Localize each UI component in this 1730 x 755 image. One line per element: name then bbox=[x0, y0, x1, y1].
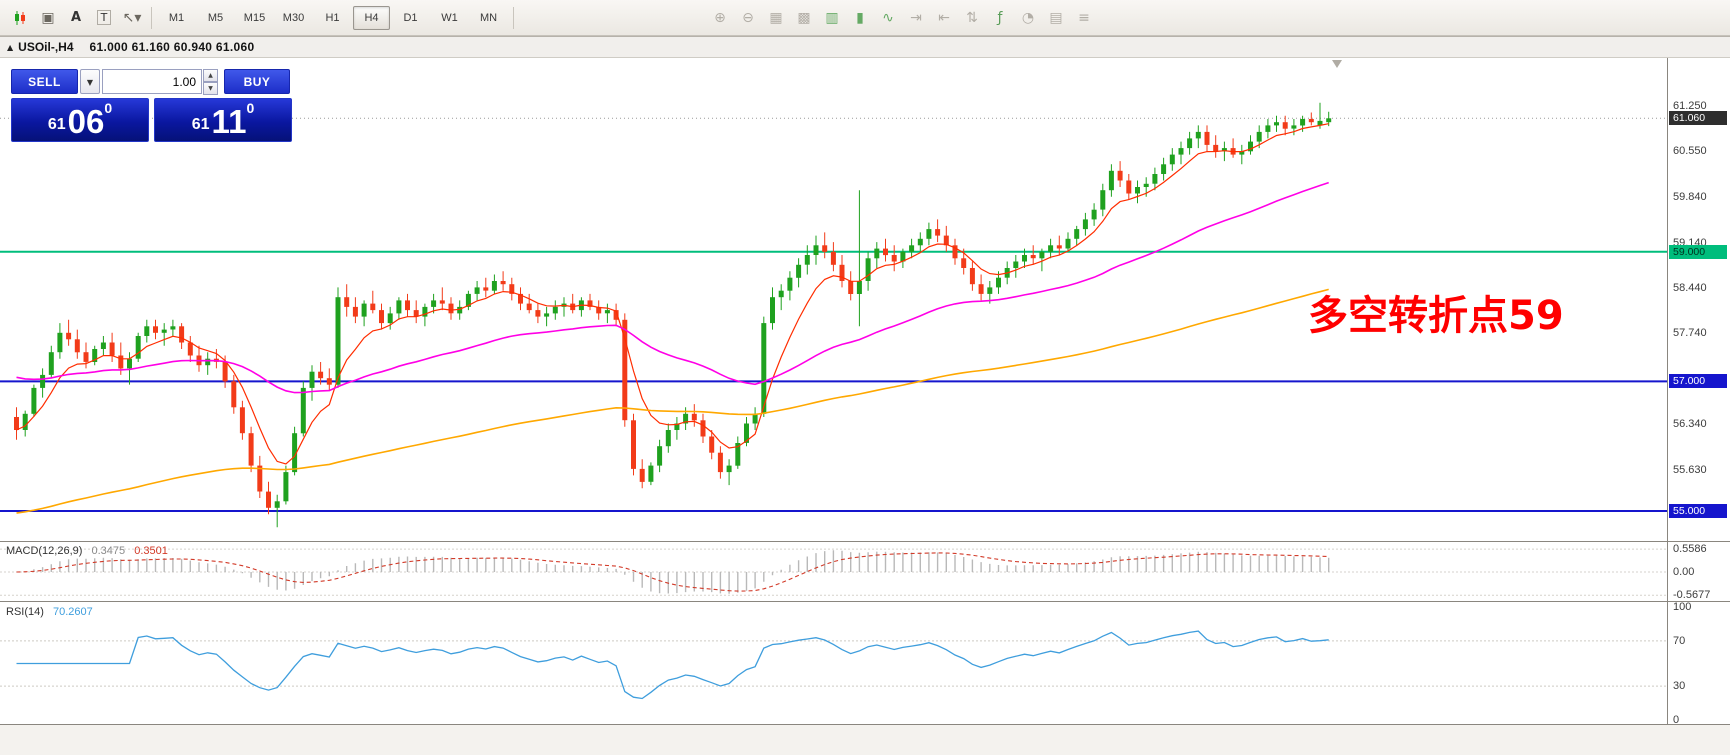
price-tick-label: 55.630 bbox=[1673, 464, 1707, 477]
buy-button[interactable]: BUY bbox=[224, 69, 290, 94]
rsi-label: RSI(14) bbox=[6, 606, 44, 618]
toolbar-separator bbox=[513, 6, 514, 29]
profiles-icon[interactable]: ▣ bbox=[41, 9, 55, 26]
macd-main-value: 0.3475 bbox=[91, 545, 126, 557]
timeframe-button-d1[interactable]: D1 bbox=[403, 11, 418, 24]
macd-header: MACD(12,26,9) 0.3475 0.3501 bbox=[6, 545, 168, 557]
sell-price-display[interactable]: 61 06 0 bbox=[11, 98, 149, 142]
timeframe-button-m15[interactable]: M15 bbox=[243, 11, 266, 24]
price-tick-label: 61.250 bbox=[1673, 100, 1707, 112]
buy-price-pipette: 0 bbox=[246, 100, 255, 116]
price-tick-label: 59.840 bbox=[1673, 191, 1707, 204]
rsi-value: 70.2607 bbox=[52, 606, 93, 618]
volume-down-button[interactable]: ▼ bbox=[203, 82, 218, 95]
chart-symbol-label: USOil-,H4 bbox=[18, 40, 74, 54]
macd-axis-label: 0.5586 bbox=[1673, 543, 1707, 556]
charts-icon[interactable] bbox=[7, 5, 33, 31]
collapse-triangle-icon[interactable]: ▲ bbox=[7, 42, 14, 52]
sell-price-prefix: 61 bbox=[47, 116, 66, 133]
chart-title-bar: ▲ USOil-,H4 61.000 61.160 60.940 61.060 bbox=[0, 37, 1730, 58]
timeframe-button-w1[interactable]: W1 bbox=[441, 11, 458, 24]
chart-shift-icon[interactable]: ⇤ bbox=[938, 10, 950, 26]
sell-button[interactable]: SELL bbox=[11, 69, 78, 94]
timeframe-button-h4[interactable]: H4 bbox=[353, 5, 390, 30]
rsi-axis-label: 0 bbox=[1673, 714, 1680, 726]
timeframe-button-h1[interactable]: H1 bbox=[325, 11, 340, 24]
buy-price-main: 11 bbox=[211, 103, 247, 140]
price-tick-label: 57.740 bbox=[1673, 327, 1707, 340]
chart-ohlc-values: 61.000 61.160 60.940 61.060 bbox=[89, 40, 255, 54]
timeframe-button-m5[interactable]: M5 bbox=[207, 11, 224, 24]
chart-annotation-text: 多空转折点59 bbox=[1308, 293, 1564, 339]
macd-label: MACD(12,26,9) bbox=[6, 545, 83, 557]
rsi-header: RSI(14) 70.2607 bbox=[6, 606, 93, 618]
new-order-icon[interactable]: ⇅ bbox=[966, 10, 978, 26]
toolbar: ▣ A T ↖▾ M1 M5 M15 M30 H1 H4 D1 W1 MN ⊕ ⊖ ▦ ▩ ▥ ▮ ∿ ⇥ ⇤ ⇅ ƒ ◔ ▤ ≡ bbox=[0, 0, 1730, 36]
chart-canvas[interactable] bbox=[0, 37, 1730, 755]
price-badge-hline-59: 59.000 bbox=[1669, 244, 1727, 259]
rsi-axis-label: 70 bbox=[1673, 634, 1686, 647]
volume-up-button[interactable]: ▲ bbox=[203, 69, 218, 82]
bar-chart-icon[interactable]: ▥ bbox=[825, 10, 839, 26]
price-tick-label: 58.440 bbox=[1673, 282, 1707, 295]
indicators-icon[interactable]: ƒ bbox=[997, 10, 1003, 26]
timeframe-button-mn[interactable]: MN bbox=[479, 11, 498, 24]
rsi-axis-label: 30 bbox=[1673, 680, 1686, 693]
price-tick-label: 60.550 bbox=[1673, 145, 1707, 158]
price-badge-hline-55: 55.000 bbox=[1669, 504, 1727, 518]
cascade-windows-icon[interactable]: ▩ bbox=[797, 10, 811, 26]
macd-signal-value: 0.3501 bbox=[134, 545, 168, 557]
volume-stepper: ▲ ▼ bbox=[203, 69, 218, 95]
price-tick-label: 56.340 bbox=[1673, 418, 1707, 431]
toolbar-right-group: ⊕ ⊖ ▦ ▩ ▥ ▮ ∿ ⇥ ⇤ ⇅ ƒ ◔ ▤ ≡ bbox=[706, 5, 1098, 31]
tile-windows-icon[interactable]: ▦ bbox=[769, 10, 783, 26]
chart-window[interactable]: ▲ USOil-,H4 61.000 61.160 60.940 61.060 … bbox=[0, 36, 1730, 755]
text-box-icon[interactable]: T bbox=[91, 5, 117, 31]
timeframe-button-m30[interactable]: M30 bbox=[282, 11, 305, 24]
buy-price-display[interactable]: 61 11 0 bbox=[154, 98, 292, 142]
toolbar-separator bbox=[151, 6, 152, 29]
trade-row: SELL ▼ ▲ ▼ BUY bbox=[11, 69, 290, 95]
auto-scroll-icon[interactable]: ⇥ bbox=[910, 10, 922, 26]
zoom-in-icon[interactable]: ⊕ bbox=[714, 10, 726, 26]
templates-icon[interactable]: ▤ bbox=[1049, 10, 1063, 26]
volume-input[interactable] bbox=[102, 69, 202, 94]
timeframe-button-m1[interactable]: M1 bbox=[168, 11, 185, 24]
zoom-out-icon[interactable]: ⊖ bbox=[742, 10, 754, 26]
line-chart-icon[interactable]: ∿ bbox=[882, 10, 894, 26]
candlestick-chart-icon[interactable]: ▮ bbox=[856, 10, 864, 26]
periods-icon[interactable]: ◔ bbox=[1021, 10, 1035, 26]
objects-list-icon[interactable]: ≡ bbox=[1078, 10, 1090, 26]
buy-price-prefix: 61 bbox=[191, 116, 210, 133]
sell-price-main: 06 bbox=[67, 103, 105, 140]
volume-dropdown-button[interactable]: ▼ bbox=[80, 69, 100, 94]
time-axis[interactable] bbox=[0, 725, 1730, 755]
cursor-tool-icon[interactable]: ↖▾ bbox=[122, 9, 142, 26]
macd-axis-label: 0.00 bbox=[1673, 566, 1695, 578]
sell-price-pipette: 0 bbox=[104, 100, 113, 116]
macd-axis-label: -0.5677 bbox=[1673, 589, 1711, 602]
text-label-icon[interactable]: A bbox=[70, 10, 82, 25]
price-badge-hline-57: 57.000 bbox=[1669, 374, 1727, 389]
price-badge-current-price: 61.060 bbox=[1669, 111, 1727, 126]
rsi-axis-label: 100 bbox=[1673, 601, 1692, 613]
